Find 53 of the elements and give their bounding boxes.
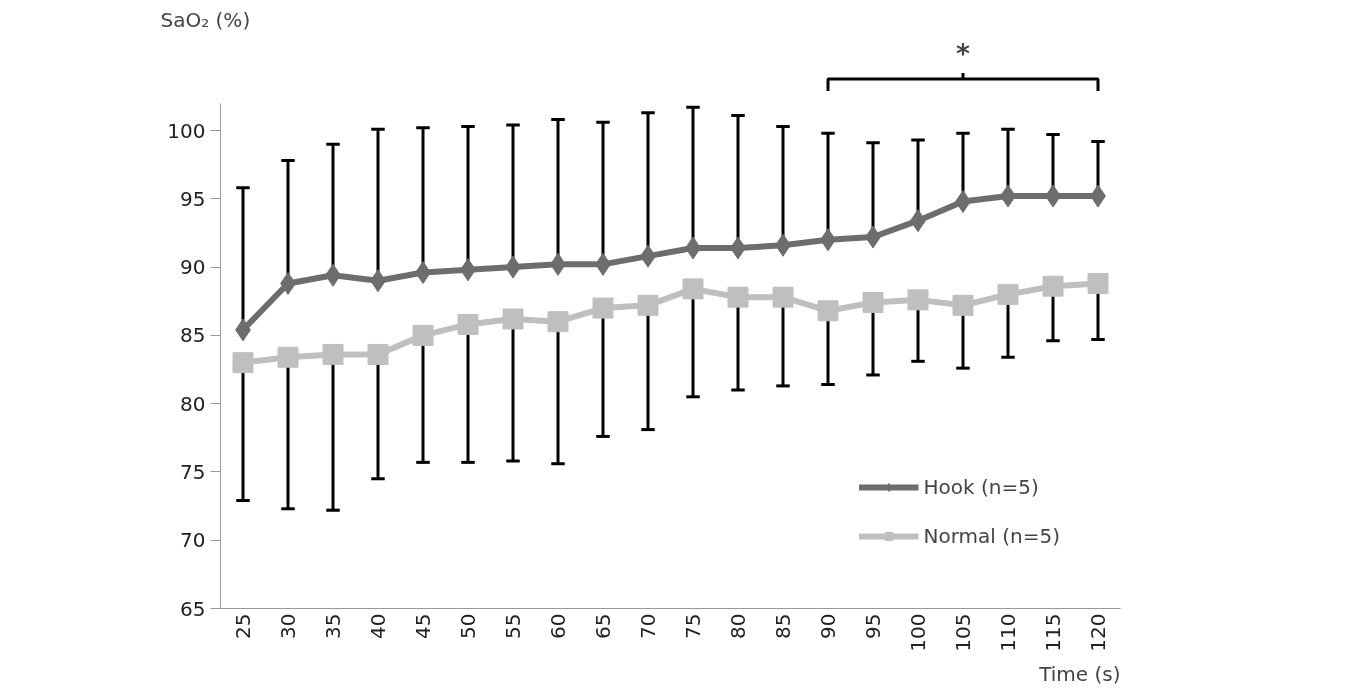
y-tick-label: 90 [180, 255, 206, 280]
point [412, 324, 434, 346]
point [457, 313, 479, 335]
point [772, 286, 794, 308]
y-axis-title: SaO₂ (%) [160, 7, 251, 32]
text: * [956, 38, 971, 70]
x-tick-label: 25 [231, 613, 255, 639]
y-tick-label: 80 [180, 391, 206, 416]
x-tick-label: 40 [366, 613, 390, 639]
y-tick-label: 65 [180, 596, 206, 621]
point [592, 297, 614, 319]
point [1087, 272, 1109, 294]
x-tick-label: 30 [276, 613, 300, 639]
point [367, 343, 389, 365]
point [952, 294, 974, 316]
x-tick-label: 70 [636, 613, 660, 639]
x-tick-label: 105 [951, 613, 975, 652]
x-tick-label: 90 [816, 613, 840, 639]
point [547, 311, 569, 333]
x-tick-label: 75 [681, 613, 705, 639]
y-tick-label: 70 [180, 528, 206, 553]
point [862, 292, 884, 314]
x-tick-label: 65 [591, 613, 615, 639]
x-tick-label: 85 [771, 613, 795, 639]
x-tick-label: 100 [906, 613, 930, 652]
point [637, 294, 659, 316]
legend-label: Normal (n=5) [923, 524, 1060, 548]
x-tick-label: 115 [1041, 613, 1065, 652]
legend-label: Hook (n=5) [923, 475, 1039, 499]
x-tick-label: 50 [456, 613, 480, 639]
y-tick-label: 75 [180, 459, 206, 484]
x-axis-title: Time (s) [1038, 661, 1121, 686]
x-tick-label: 55 [501, 613, 525, 639]
y-tick-label: 100 [167, 118, 206, 143]
point [997, 283, 1019, 305]
x-tick-label: 45 [411, 613, 435, 639]
x-tick-label: 35 [321, 613, 345, 639]
point [727, 286, 749, 308]
x-tick-label: 110 [996, 613, 1020, 652]
point [907, 289, 929, 311]
point [502, 308, 524, 330]
point [682, 278, 704, 300]
point [277, 346, 299, 368]
y-tick-label: 95 [180, 186, 206, 211]
y-tick-label: 85 [180, 323, 206, 348]
x-tick-label: 80 [726, 613, 750, 639]
point [322, 343, 344, 365]
point [1042, 275, 1064, 297]
x-tick-label: 95 [861, 613, 885, 639]
x-tick-label: 120 [1086, 613, 1110, 652]
point [817, 300, 839, 322]
point [232, 352, 254, 374]
x-tick-label: 60 [546, 613, 570, 639]
